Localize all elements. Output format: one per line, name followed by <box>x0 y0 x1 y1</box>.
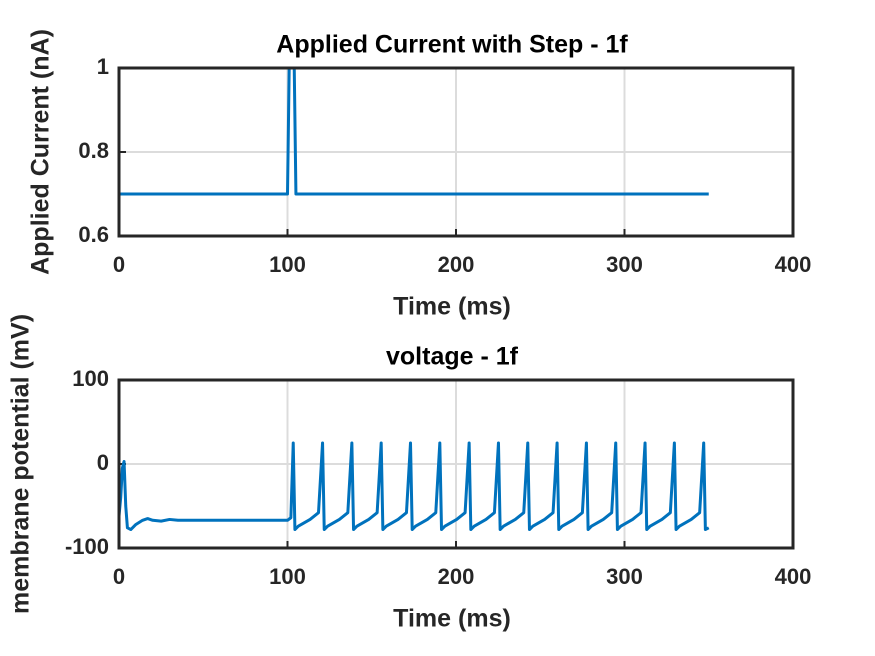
axes-box <box>117 66 795 238</box>
x-tick-label: 0 <box>113 252 125 277</box>
axes-box <box>117 378 795 550</box>
x-tick-label: 400 <box>775 252 812 277</box>
y-tick-label: 0.8 <box>78 138 109 163</box>
x-tick-label: 300 <box>606 252 643 277</box>
y-tick-label: 100 <box>72 366 109 391</box>
x-tick-label: 200 <box>438 564 475 589</box>
chart-title: voltage - 1f <box>386 343 519 371</box>
y-axis-label: membrane potential (mV) <box>7 314 35 614</box>
x-tick-label: 400 <box>775 564 812 589</box>
y-tick-label: 0 <box>97 450 109 475</box>
chart-title: Applied Current with Step - 1f <box>276 31 628 59</box>
x-tick-label: 200 <box>438 252 475 277</box>
x-tick-label: 100 <box>269 564 306 589</box>
x-axis-label: Time (ms) <box>393 293 511 321</box>
y-tick-label: 1 <box>97 54 109 79</box>
x-tick-label: 0 <box>113 564 125 589</box>
x-tick-label: 300 <box>606 564 643 589</box>
x-axis-label: Time (ms) <box>393 605 511 633</box>
y-tick-label: -100 <box>65 534 109 559</box>
x-tick-label: 100 <box>269 252 306 277</box>
data-line <box>117 441 710 532</box>
y-tick-label: 0.6 <box>78 222 109 247</box>
y-axis-label: Applied Current (nA) <box>27 29 55 275</box>
